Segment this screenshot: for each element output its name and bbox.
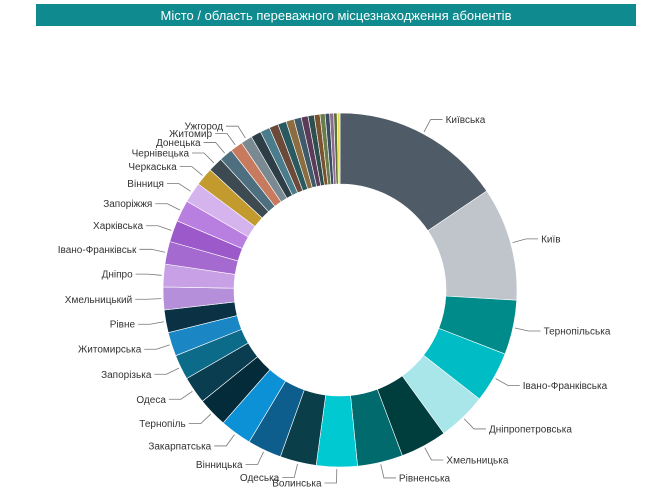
slice-label: Тернопільська	[544, 327, 611, 338]
leader-line	[215, 133, 236, 146]
slice-label: Київ	[541, 234, 561, 245]
leader-line	[179, 166, 203, 176]
slice-label: Запоріжжя	[103, 199, 152, 210]
leader-line	[135, 273, 162, 276]
leader-line	[225, 125, 246, 139]
slice-label: Одеса	[136, 395, 166, 406]
slice-label: Дніпропетровська	[489, 424, 572, 435]
slice-label: Хмельницька	[446, 455, 508, 466]
leader-line	[166, 183, 191, 192]
chart-title-bar: Місто / область переважного місцезнаходж…	[36, 4, 636, 26]
slice-label: Київська	[446, 115, 486, 126]
slice-label: Черкаська	[128, 162, 177, 173]
slice-label: Вінниця	[127, 179, 164, 190]
leader-line	[192, 152, 215, 164]
leader-line	[424, 447, 444, 461]
leader-line	[514, 327, 541, 332]
leader-line	[146, 225, 172, 231]
leader-line	[495, 378, 520, 386]
slice-label: Житомирська	[78, 345, 142, 356]
slice-label: Чернівецька	[132, 149, 190, 160]
slice-label: Рівне	[110, 320, 136, 331]
leader-line	[512, 238, 539, 244]
slice-label: Рівненська	[399, 473, 451, 484]
slice-label: Івано-Франківська	[523, 381, 608, 392]
leader-line	[144, 344, 170, 350]
leader-line	[155, 203, 181, 211]
leader-line	[423, 119, 443, 133]
slice-label: Вінницька	[196, 460, 243, 471]
leader-line	[168, 391, 193, 400]
leader-line	[245, 451, 264, 465]
leader-line	[138, 321, 164, 325]
leader-line	[380, 464, 396, 479]
leader-line	[203, 142, 225, 154]
slice-label: Дніпро	[102, 270, 133, 281]
slice-label: Донецька	[156, 138, 201, 149]
slice-label: Харківська	[93, 221, 143, 232]
slice-label: Ужгород	[185, 122, 224, 133]
leader-line	[188, 413, 212, 425]
slice-label: Запорізька	[101, 370, 152, 381]
leader-line	[282, 463, 298, 478]
leader-line	[463, 418, 486, 430]
leader-line	[135, 298, 162, 300]
leader-line	[154, 367, 180, 375]
slice-label: Івано-Франківськ	[58, 245, 137, 256]
slice-label: Житомир	[169, 129, 212, 140]
slice-label: Хмельницький	[65, 295, 132, 306]
leader-line	[139, 248, 166, 253]
donut-slice[interactable]	[336, 112, 341, 185]
slice-label: Волинська	[272, 478, 322, 489]
chart-title: Місто / область переважного місцезнаходж…	[160, 7, 512, 23]
slice-label: Тернопіль	[139, 419, 185, 430]
leader-line	[214, 434, 235, 447]
slice-label: Закарпатська	[148, 441, 211, 452]
slice-label: Одеська	[240, 473, 280, 484]
leader-line	[324, 468, 338, 484]
